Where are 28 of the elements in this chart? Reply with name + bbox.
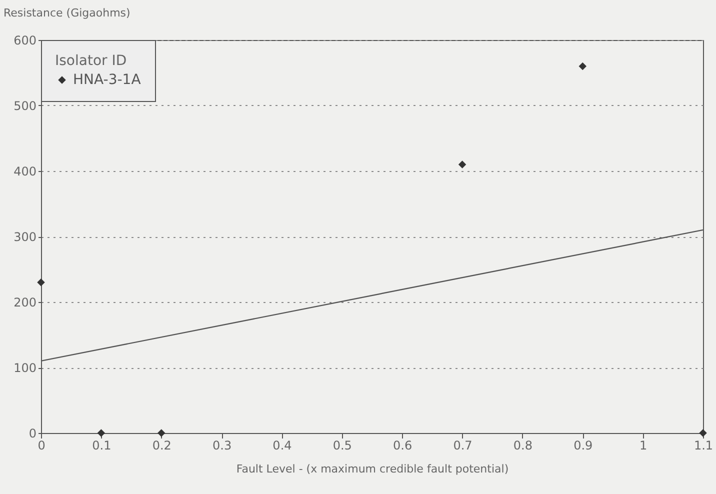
x-tick-label: 0.7	[453, 438, 472, 452]
y-tick-label: 200	[14, 296, 36, 310]
point	[458, 160, 466, 168]
point	[97, 429, 106, 437]
x-tick-label: 0.4	[272, 438, 292, 452]
legend-title: Isolator ID	[55, 53, 127, 69]
y-tick-label: 100	[14, 361, 36, 375]
x-tick-label: 0.1	[92, 438, 112, 452]
x-tick-label: 1.1	[694, 438, 714, 452]
y-tick-label: 0	[28, 426, 36, 440]
x-tick-label: 0.9	[574, 438, 593, 452]
y-axis-title: Resistance (Gigaohms)	[4, 6, 130, 20]
x-axis-title: Fault Level - (x maximum credible fault potential)	[236, 462, 509, 476]
point	[157, 429, 166, 437]
x-tick-label: 0.2	[152, 438, 172, 452]
x-tick-label: 0.8	[513, 438, 532, 452]
y-tick-label: 600	[14, 34, 36, 48]
x-tick-label: 0.5	[332, 438, 352, 452]
x-tick-label: 1	[640, 438, 648, 452]
x-tick-label: 0.6	[393, 438, 412, 452]
y-tick-label: 500	[14, 99, 36, 113]
point	[37, 278, 45, 286]
y-tick-label: 400	[14, 164, 36, 178]
x-tick-label: 0.3	[212, 438, 232, 452]
point	[578, 62, 587, 70]
legend-label: HNA-3-1A	[73, 72, 142, 88]
x-tick-label: 0	[38, 438, 46, 452]
y-tick-label: 300	[14, 230, 36, 244]
